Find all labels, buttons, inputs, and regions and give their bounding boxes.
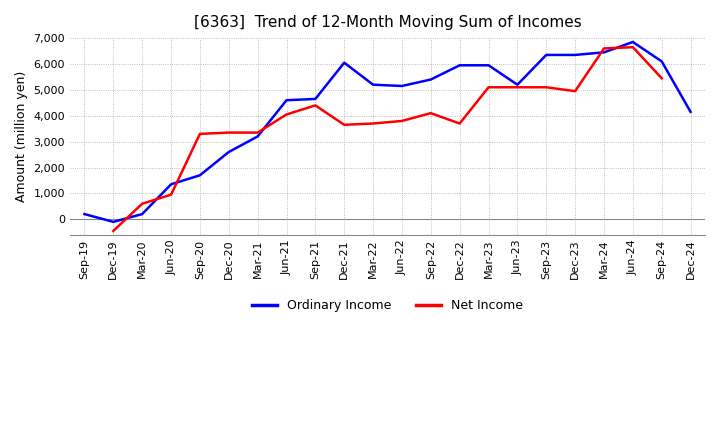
Ordinary Income [282, 98, 291, 103]
Ordinary Income [109, 219, 117, 224]
Net Income [369, 121, 377, 126]
Ordinary Income [80, 212, 89, 217]
Net Income [109, 228, 117, 234]
Title: [6363]  Trend of 12-Month Moving Sum of Incomes: [6363] Trend of 12-Month Moving Sum of I… [194, 15, 581, 30]
Ordinary Income [311, 96, 320, 102]
Ordinary Income [571, 52, 580, 58]
Net Income [455, 121, 464, 126]
Net Income [282, 112, 291, 117]
Ordinary Income [225, 149, 233, 154]
Net Income [225, 130, 233, 135]
Net Income [167, 192, 176, 197]
Ordinary Income [513, 82, 522, 87]
Ordinary Income [369, 82, 377, 87]
Net Income [340, 122, 348, 128]
Net Income [397, 118, 406, 124]
Net Income [600, 46, 608, 51]
Y-axis label: Amount (million yen): Amount (million yen) [15, 71, 28, 202]
Net Income [571, 88, 580, 94]
Ordinary Income [600, 50, 608, 55]
Ordinary Income [138, 212, 146, 217]
Legend: Ordinary Income, Net Income: Ordinary Income, Net Income [247, 294, 528, 317]
Ordinary Income [485, 62, 493, 68]
Net Income [542, 84, 551, 90]
Net Income [513, 84, 522, 90]
Net Income [629, 44, 637, 50]
Ordinary Income [686, 109, 695, 114]
Net Income [426, 110, 435, 116]
Ordinary Income [426, 77, 435, 82]
Ordinary Income [167, 182, 176, 187]
Ordinary Income [340, 60, 348, 65]
Ordinary Income [657, 59, 666, 64]
Ordinary Income [253, 134, 262, 139]
Ordinary Income [542, 52, 551, 58]
Ordinary Income [629, 39, 637, 44]
Ordinary Income [455, 62, 464, 68]
Ordinary Income [397, 83, 406, 88]
Net Income [311, 103, 320, 108]
Net Income [196, 131, 204, 136]
Net Income [138, 201, 146, 206]
Net Income [657, 76, 666, 81]
Net Income [253, 130, 262, 135]
Net Income [485, 84, 493, 90]
Line: Net Income: Net Income [113, 47, 662, 231]
Line: Ordinary Income: Ordinary Income [84, 42, 690, 222]
Ordinary Income [196, 172, 204, 178]
